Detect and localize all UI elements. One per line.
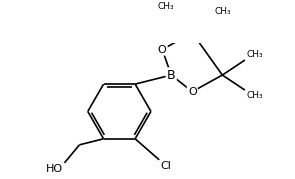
Text: B: B	[167, 69, 176, 82]
Text: O: O	[158, 45, 167, 54]
Text: O: O	[188, 87, 197, 97]
Text: CH₃: CH₃	[246, 50, 263, 59]
Text: CH₃: CH₃	[215, 7, 232, 16]
Text: CH₃: CH₃	[246, 91, 263, 100]
Text: HO: HO	[46, 164, 63, 174]
Text: CH₃: CH₃	[158, 2, 174, 11]
Text: Cl: Cl	[161, 161, 172, 171]
